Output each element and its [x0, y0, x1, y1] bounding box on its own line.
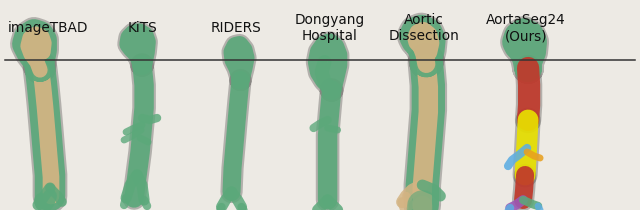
Text: RIDERS: RIDERS [210, 21, 261, 35]
Text: imageTBAD: imageTBAD [8, 21, 88, 35]
Text: KiTS: KiTS [127, 21, 157, 35]
Text: AortaSeg24
(Ours): AortaSeg24 (Ours) [486, 13, 566, 43]
Text: Aortic
Dissection: Aortic Dissection [389, 13, 460, 43]
Text: Dongyang
Hospital: Dongyang Hospital [294, 13, 365, 43]
